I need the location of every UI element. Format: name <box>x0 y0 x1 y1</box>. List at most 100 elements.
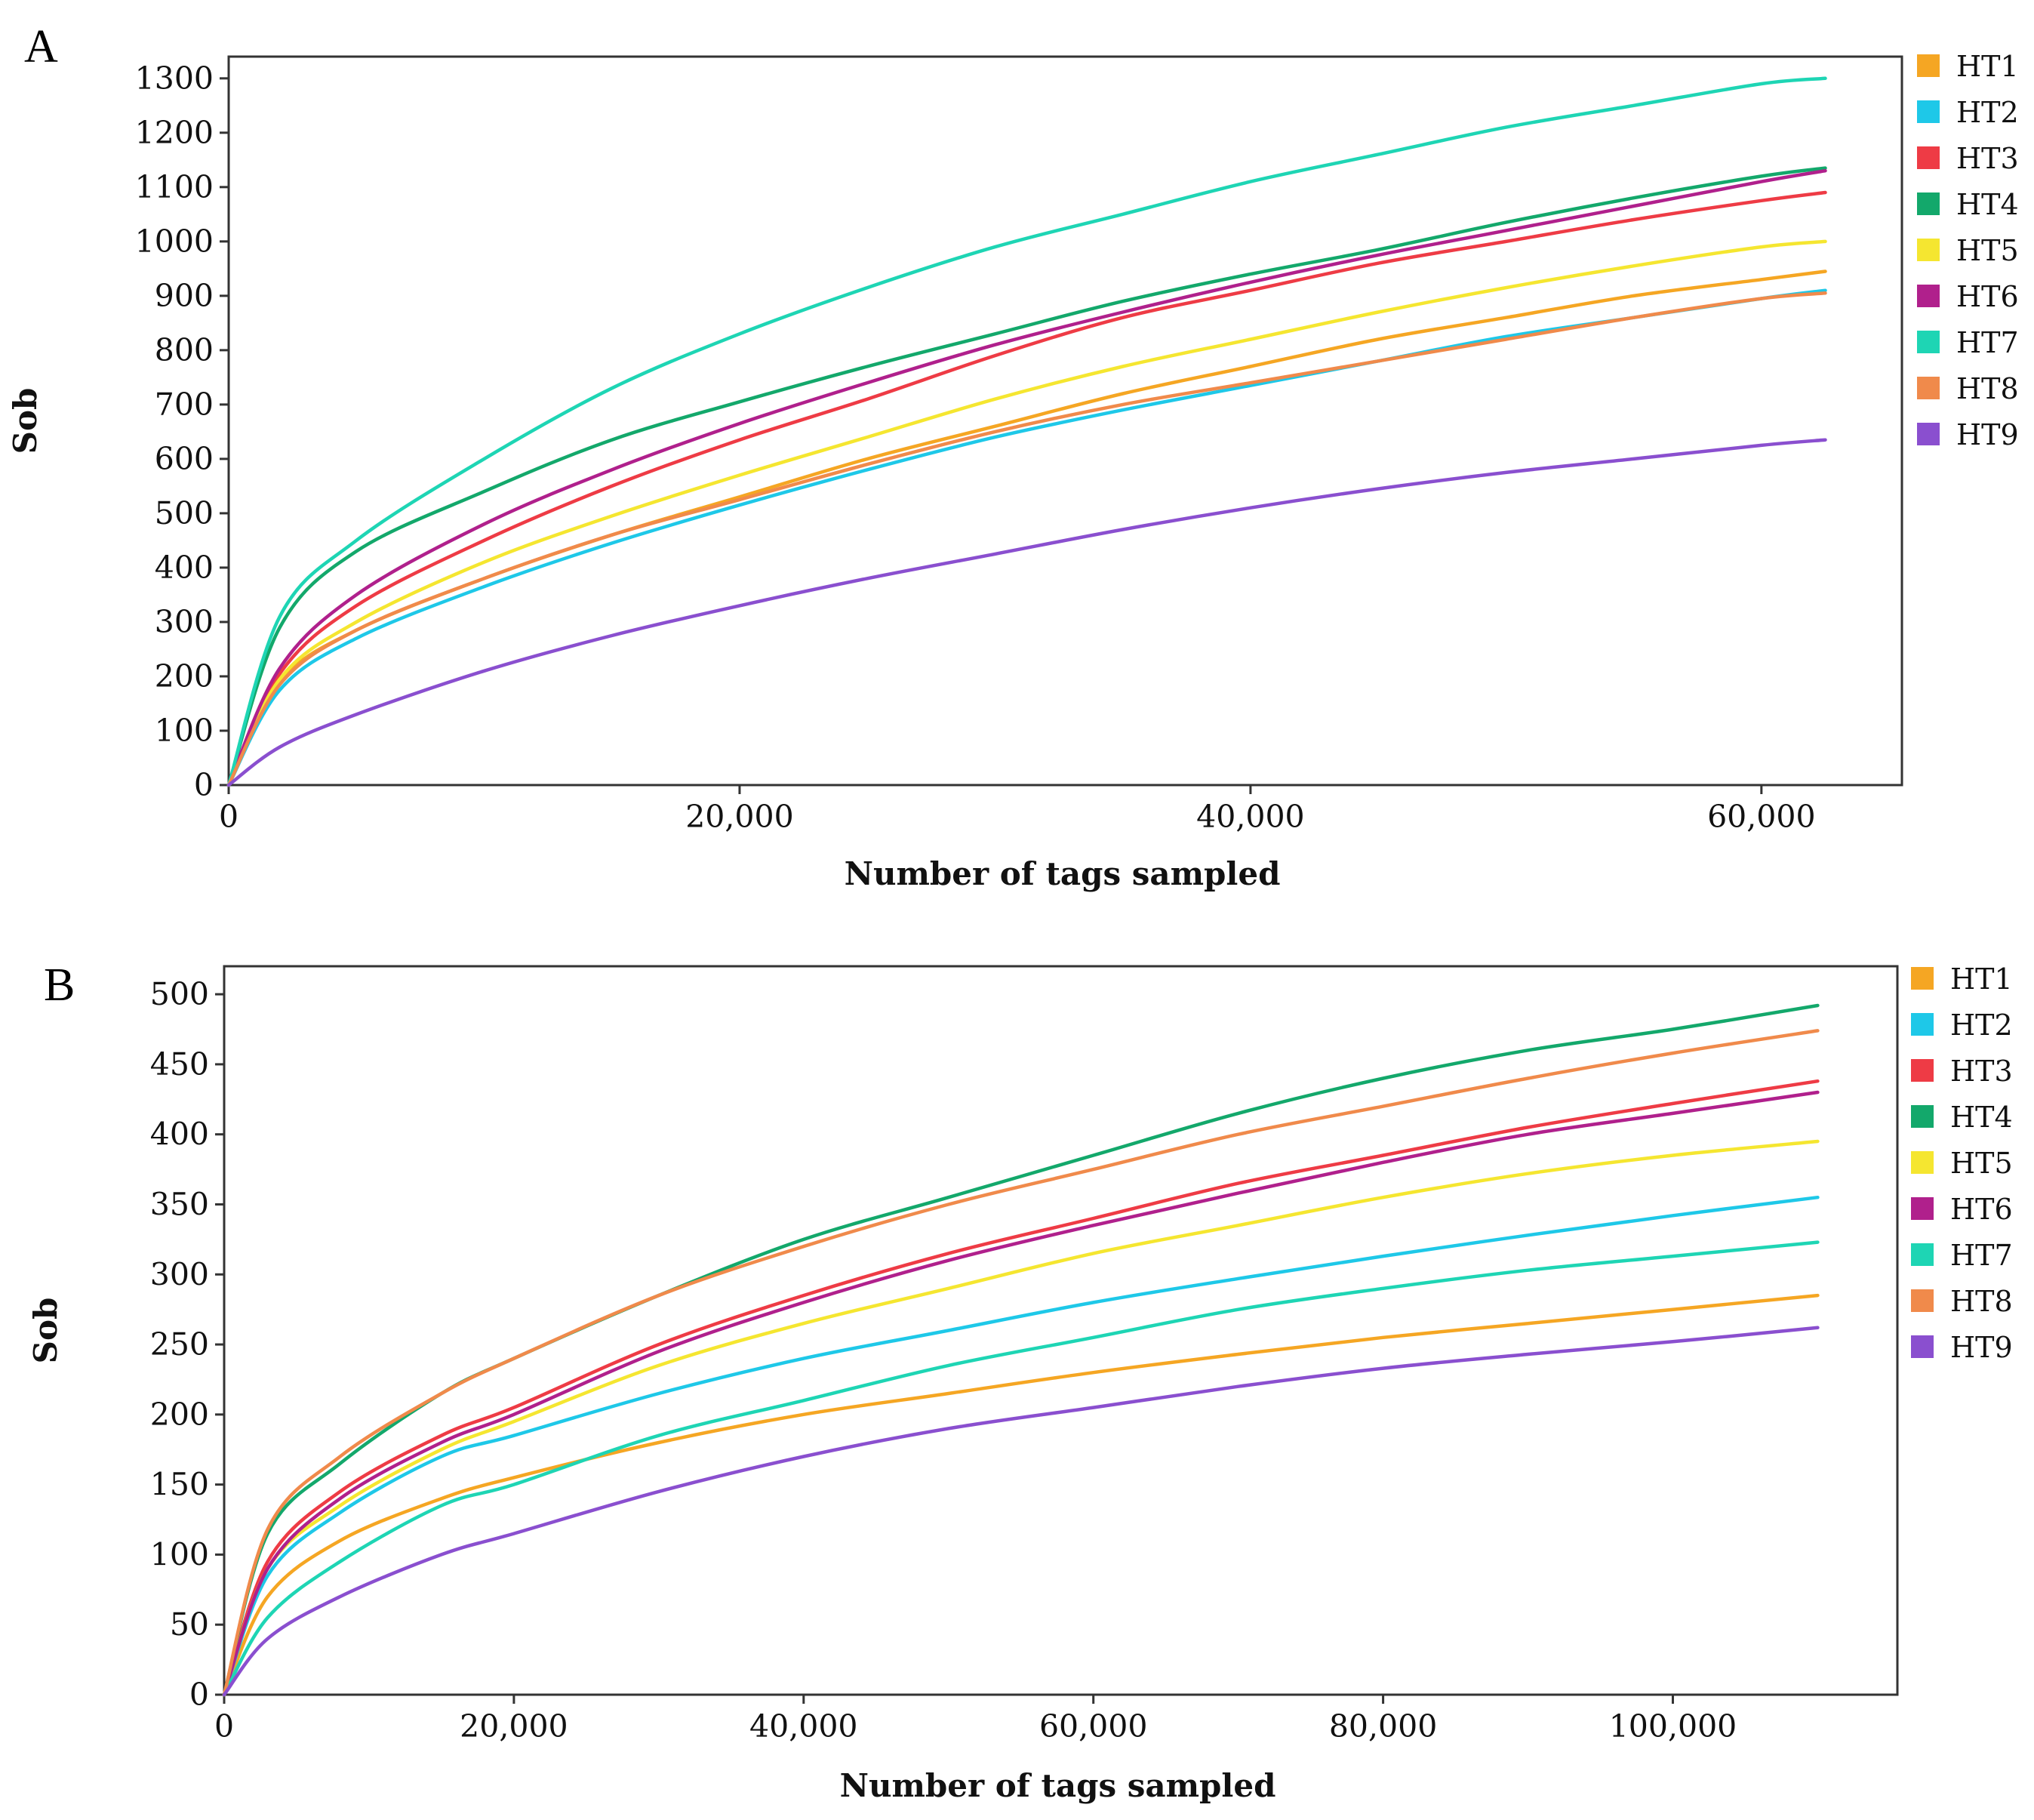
y-tick-label: 450 <box>150 1046 209 1082</box>
legend-label: HT4 <box>1950 1101 2013 1134</box>
legend-swatch <box>1911 1105 1934 1128</box>
x-tick-label: 0 <box>214 1708 234 1745</box>
y-tick-label: 1200 <box>135 115 214 151</box>
series-line-ht2 <box>222 1195 1820 1697</box>
legend-swatch <box>1917 146 1940 169</box>
series-line-ht1 <box>222 1293 1820 1697</box>
x-axis-title: Number of tags sampled <box>845 855 1281 892</box>
y-tick-label: 400 <box>150 1116 209 1153</box>
y-tick-label: 150 <box>150 1467 209 1503</box>
legend-swatch <box>1911 1335 1934 1358</box>
legend-label: HT9 <box>1950 1331 2013 1364</box>
series-line-ht8 <box>226 291 1827 787</box>
legend: HT1 HT2 HT3 HT4 HT5 HT6 HT7 HT8 HT9 <box>1911 962 2013 1364</box>
panel-b: B 0 50 100 150 200 250 300 350 400 450 500 0 20,000 40… <box>27 959 2013 1804</box>
legend: HT1 HT2 HT3 HT4 HT5 HT6 HT7 HT8 HT9 <box>1917 50 2019 451</box>
panel-a: A 0 100 200 300 400 500 600 700 800 900 1000 1100 120… <box>7 21 2019 892</box>
x-tick-label: 20,000 <box>685 799 793 835</box>
y-tick-label: 500 <box>155 495 214 531</box>
legend-label: HT5 <box>1956 234 2019 267</box>
x-tick-label: 20,000 <box>460 1708 568 1745</box>
legend-label: HT5 <box>1950 1147 2013 1180</box>
y-tick-label: 200 <box>155 658 214 694</box>
series-line-ht5 <box>222 1139 1820 1697</box>
x-tick-label: 60,000 <box>1707 799 1815 835</box>
y-tick-label: 1000 <box>135 223 214 260</box>
legend-swatch <box>1911 1197 1934 1220</box>
y-axis-title: Sob <box>7 388 44 454</box>
series-line-ht7 <box>222 1240 1820 1697</box>
series-line-ht8 <box>222 1029 1820 1697</box>
y-tick-label: 100 <box>155 713 214 749</box>
legend-swatch <box>1911 1243 1934 1266</box>
legend-swatch <box>1917 239 1940 261</box>
y-tick-label: 900 <box>155 278 214 314</box>
legend-swatch <box>1917 100 1940 123</box>
legend-swatch <box>1911 1151 1934 1174</box>
series-line-ht9 <box>222 1326 1820 1697</box>
legend-swatch <box>1917 54 1940 77</box>
series-line-ht7 <box>226 76 1827 787</box>
series-line-ht3 <box>226 190 1827 787</box>
series-line-ht6 <box>222 1090 1820 1697</box>
panel-label: B <box>44 959 75 1011</box>
y-tick-label: 250 <box>150 1326 209 1363</box>
series-lines <box>222 1003 1820 1697</box>
legend-label: HT7 <box>1956 326 2019 359</box>
y-tick-label: 200 <box>150 1397 209 1433</box>
legend-label: HT1 <box>1950 962 2013 996</box>
legend-swatch <box>1917 331 1940 353</box>
y-tick-label: 100 <box>150 1536 209 1572</box>
y-tick-label: 300 <box>150 1256 209 1292</box>
y-tick-label: 0 <box>194 767 214 803</box>
y-tick-label: 600 <box>155 441 214 477</box>
series-line-ht4 <box>226 166 1827 787</box>
legend-label: HT6 <box>1956 280 2019 313</box>
x-tick-label: 0 <box>219 799 238 835</box>
legend-label: HT9 <box>1956 418 2019 451</box>
y-tick-label: 50 <box>170 1606 209 1643</box>
y-tick-label: 0 <box>189 1677 209 1713</box>
legend-label: HT8 <box>1950 1285 2013 1318</box>
x-axis-title: Number of tags sampled <box>840 1767 1276 1804</box>
x-tick-label: 100,000 <box>1609 1708 1737 1745</box>
x-tick-label: 80,000 <box>1329 1708 1437 1745</box>
legend-label: HT3 <box>1956 142 2019 175</box>
legend-label: HT6 <box>1950 1193 2013 1226</box>
legend-swatch <box>1917 192 1940 215</box>
legend-swatch <box>1911 1289 1934 1312</box>
y-tick-label: 350 <box>150 1186 209 1222</box>
legend-swatch <box>1917 423 1940 445</box>
legend-label: HT2 <box>1950 1009 2013 1042</box>
legend-swatch <box>1911 967 1934 990</box>
legend-swatch <box>1917 377 1940 399</box>
series-line-ht3 <box>222 1079 1820 1697</box>
legend-swatch <box>1911 1059 1934 1082</box>
series-line-ht1 <box>226 269 1827 787</box>
panel-label: A <box>24 21 58 72</box>
y-tick-label: 800 <box>155 332 214 368</box>
y-tick-label: 400 <box>155 550 214 586</box>
x-tick-label: 40,000 <box>1196 799 1304 835</box>
legend-label: HT7 <box>1950 1239 2013 1272</box>
y-tick-label: 700 <box>155 386 214 423</box>
legend-label: HT4 <box>1956 188 2019 221</box>
plot-frame <box>223 965 1899 1696</box>
y-tick-label: 300 <box>155 604 214 640</box>
legend-label: HT1 <box>1956 50 2019 83</box>
legend-label: HT2 <box>1956 96 2019 129</box>
y-axis-title: Sob <box>27 1298 64 1364</box>
y-tick-label: 500 <box>150 976 209 1012</box>
series-line-ht5 <box>226 239 1827 787</box>
series-lines <box>226 76 1827 787</box>
legend-label: HT3 <box>1950 1055 2013 1088</box>
legend-swatch <box>1911 1013 1934 1036</box>
series-line-ht6 <box>226 168 1827 787</box>
series-line-ht2 <box>226 288 1827 787</box>
series-line-ht9 <box>226 438 1827 787</box>
x-tick-label: 40,000 <box>749 1708 857 1745</box>
legend-label: HT8 <box>1956 372 2019 405</box>
series-line-ht4 <box>222 1003 1820 1697</box>
x-tick-label: 60,000 <box>1039 1708 1147 1745</box>
